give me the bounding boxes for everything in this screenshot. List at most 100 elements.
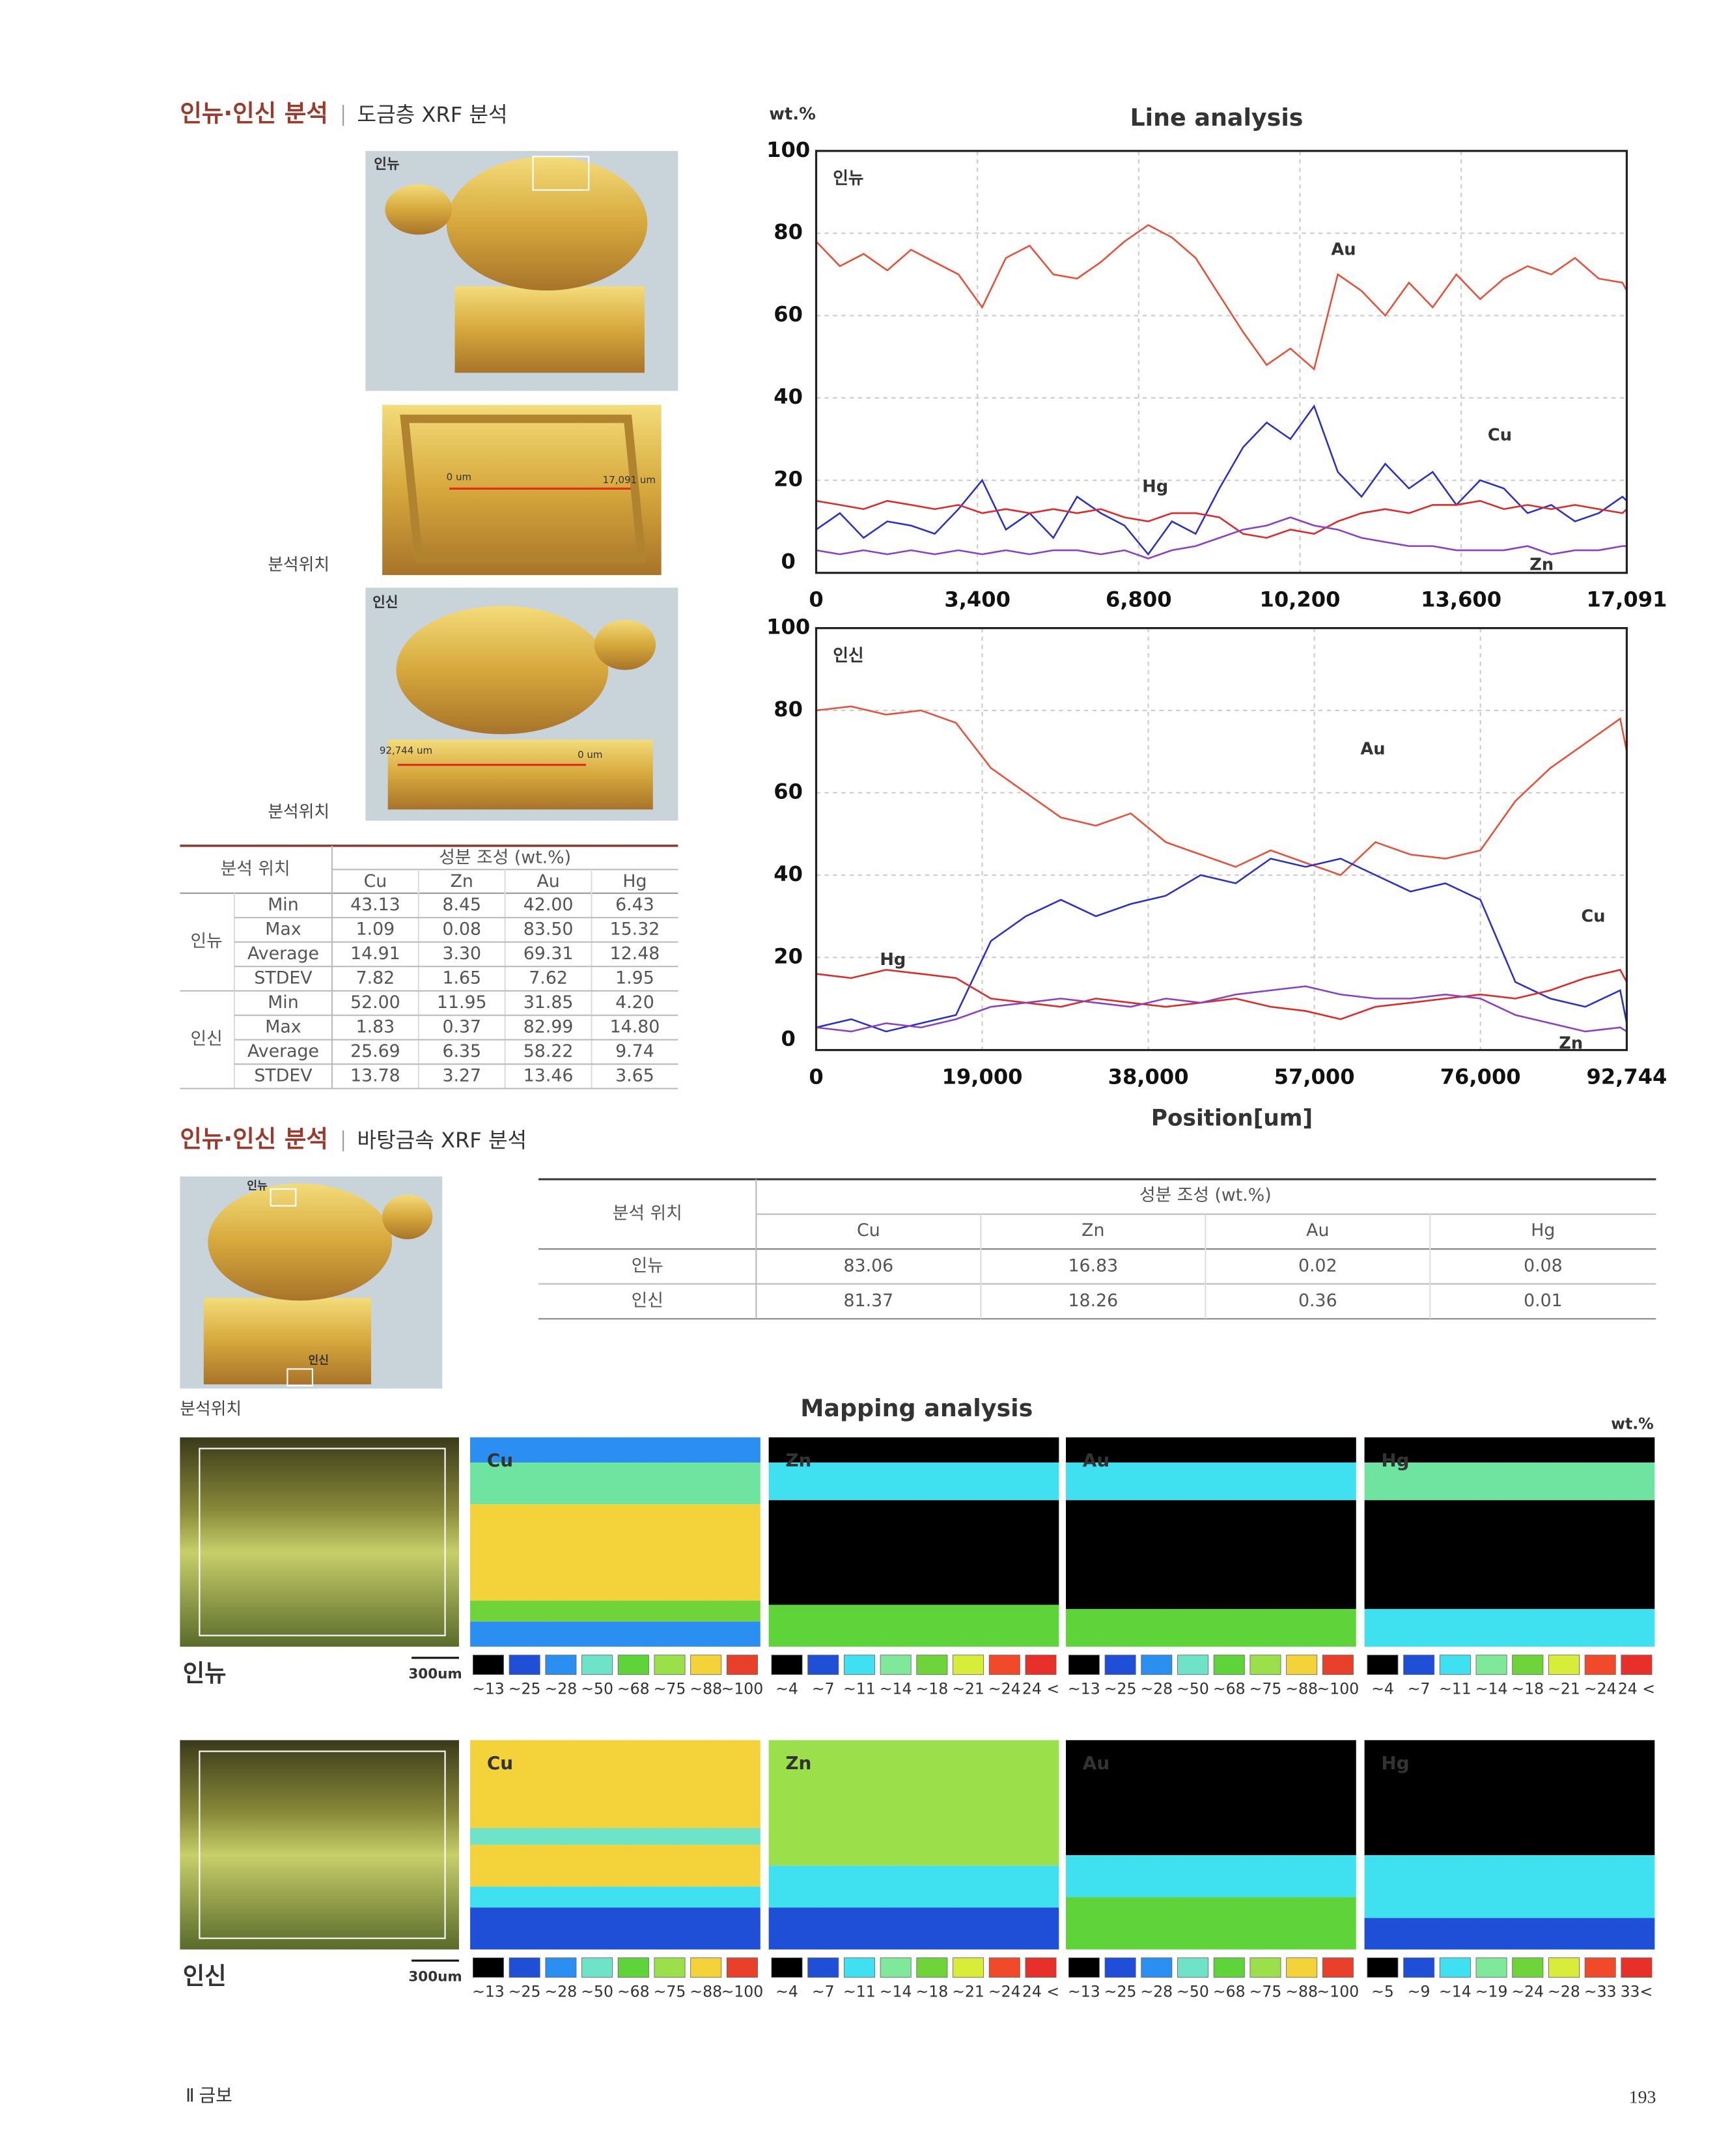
legend-label: ~18 [1511,1680,1544,1698]
table-cell: Max [265,919,301,939]
legend-swatch [1439,1655,1471,1675]
photo-shape [594,619,656,670]
legend-swatch [581,1655,613,1675]
column-header: Hg [622,871,647,891]
optical-image [180,1740,459,1950]
scan-label: 0 um [578,749,602,761]
x-tick-label: 13,600 [1421,587,1501,612]
table-cell: 1.09 [356,919,395,939]
legend-swatch [1584,1655,1616,1675]
legend-label: ~9 [1408,1983,1430,2001]
table-cell: 58.22 [523,1041,574,1061]
map-region [470,1437,760,1463]
table-cell: 69.31 [523,944,574,964]
legend-label: ~18 [915,1983,948,2001]
photo-group: 인뉴 0 um 17,091 um 92,744 um 0 um 인신 분석위치… [268,150,678,822]
table-cell: 1.95 [615,968,654,988]
legend-label: ~21 [1548,1680,1580,1698]
scale-label: 300um [408,1969,462,1985]
table-cell: 4.20 [615,992,654,1013]
table-cell: 6.35 [442,1041,481,1061]
x-tick-label: 38,000 [1108,1064,1189,1089]
column-header: Au [1306,1220,1329,1240]
table-cell: 13.78 [350,1065,400,1085]
legend-label: ~14 [1475,1680,1508,1698]
map-region [768,1437,1059,1463]
legend-swatch [1141,1655,1173,1675]
legend-label: ~28 [545,1680,578,1698]
legend-label: ~4 [775,1983,798,2001]
table-cell: 1.65 [442,968,481,988]
table-cell: 3.65 [615,1065,654,1085]
group-label: 인신 [191,1029,223,1049]
table-cell: 0.08 [442,919,481,939]
legend-swatch [1475,1655,1507,1675]
section-subtitle: 바탕금속 XRF 분석 [357,1128,527,1153]
legend-swatch [1322,1957,1354,1978]
legend-swatch [545,1655,577,1675]
chart-title: Line analysis [1130,104,1303,132]
legend-label: ~75 [654,1983,686,2001]
legend-label: ~100 [721,1680,764,1698]
legend-label: ~50 [581,1680,613,1698]
legend-swatch [807,1655,839,1675]
legend-label: ~50 [581,1983,613,2001]
legend-label: ~24 [1584,1680,1617,1698]
photo-shape [400,414,647,563]
x-tick-label: 17,091 [1586,587,1667,612]
legend-label: ~88 [1285,1680,1318,1698]
legend-label: ~88 [1285,1983,1318,2001]
legend-label: ~5 [1371,1983,1394,2001]
series-label: Zn [1529,555,1554,575]
legend-swatch [1141,1957,1173,1978]
legend-swatch [843,1957,875,1978]
legend-swatch [880,1957,912,1978]
legend-label: 24 < [1022,1983,1059,2001]
y-tick-label: 0 [781,549,795,574]
series-label: Au [1360,740,1385,759]
y-tick-label: 40 [774,861,803,886]
page-number: 193 [1629,2087,1656,2107]
legend-label: ~21 [952,1680,984,1698]
table-cell: Average [247,944,319,964]
table-cell: 82.99 [523,1016,574,1037]
legend-label: ~25 [509,1983,541,2001]
table-cell: 7.62 [529,968,568,988]
legend-swatch [988,1655,1020,1675]
legend-label: ~88 [690,1680,722,1698]
legend-swatch [953,1655,984,1675]
table-cell: 25.69 [350,1041,400,1061]
table-cell: 0.08 [1524,1255,1563,1276]
mapping-title: Mapping analysis [800,1394,1033,1422]
legend-swatch [581,1957,613,1978]
table-cell: 12.48 [610,944,660,964]
y-tick-label: 100 [766,615,810,639]
row-label: 인신 [183,1962,227,1990]
table-cell: 0.02 [1298,1255,1337,1276]
map-element: Hg [1381,1752,1409,1774]
legend-swatch [771,1957,803,1978]
legend-label: ~11 [1439,1680,1472,1698]
map-region [470,1621,760,1647]
map-region [470,1504,760,1601]
series-label: Cu [1581,907,1605,927]
map-region [1066,1740,1356,1856]
row-label: 인뉴 [183,1659,227,1687]
legend-label: ~21 [952,1983,984,2001]
legend-swatch [1512,1957,1544,1978]
plot-frame [815,627,1628,1052]
scan-label: 0 um [447,471,471,483]
table-cell: Min [268,992,299,1013]
table-cell: STDEV [254,968,313,988]
legend-label: ~25 [1104,1983,1137,2001]
photo-marker [532,156,590,191]
scan-label: 17,091 um [603,474,656,486]
photo-label: 인뉴 [374,156,399,173]
series-label: Cu [1488,425,1512,445]
y-axis-title: wt.% [769,105,816,124]
map-region [768,1500,1059,1605]
y-tick-label: 60 [774,302,803,327]
legend-swatch [1367,1655,1399,1675]
legend-swatch [1213,1655,1245,1675]
x-tick-label: 92,744 [1586,1064,1667,1089]
